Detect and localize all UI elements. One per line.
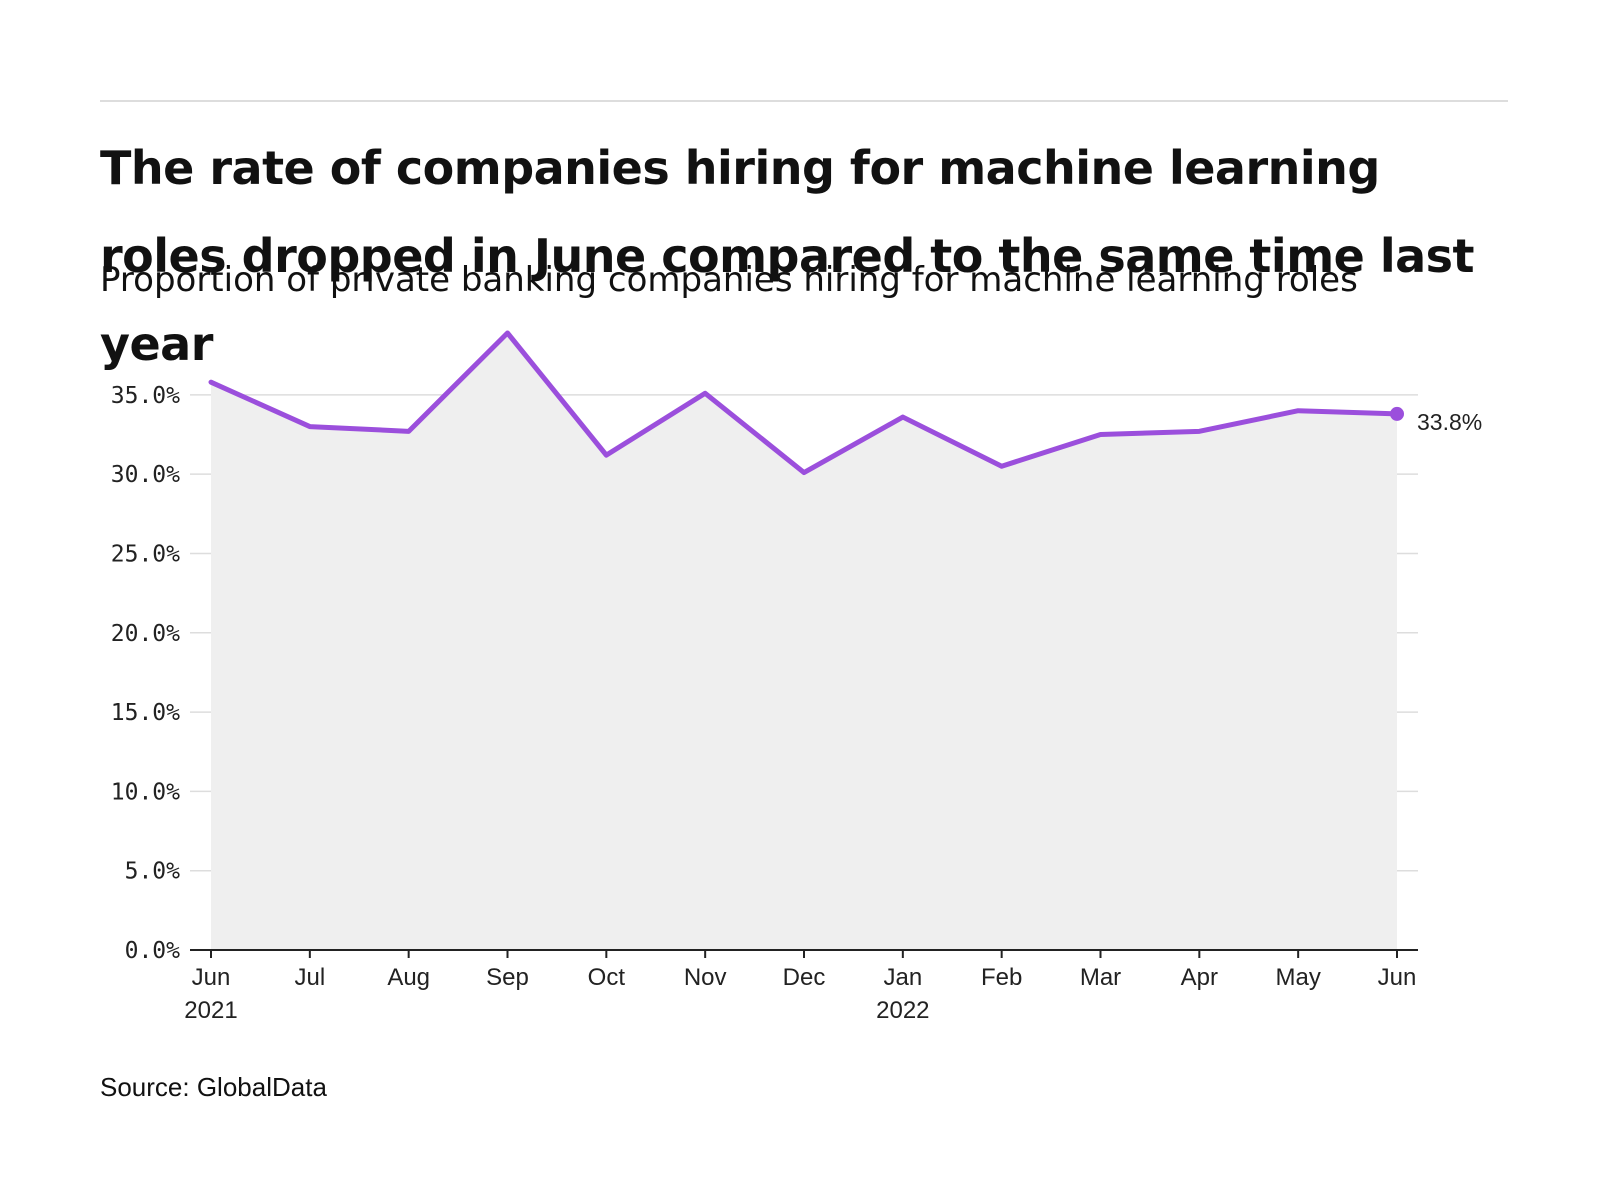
x-tick-year-label: 2022 (876, 997, 929, 1024)
area-fill (211, 333, 1397, 950)
x-tick-label: Mar (1080, 964, 1121, 991)
x-tick-label: Jun (1378, 964, 1417, 991)
y-tick-label: 0.0% (125, 938, 181, 964)
y-axis-ticks: 0.0% 5.0% 10.0% 15.0% 20.0% 25.0% 30.0% 35.0% (111, 383, 180, 964)
y-tick-label: 30.0% (111, 462, 180, 488)
x-tick-label: May (1275, 964, 1320, 991)
x-tick-label: Feb (981, 964, 1022, 991)
chart-subtitle: Proportion of private banking companies … (100, 260, 1358, 300)
x-tick-label: Aug (387, 964, 430, 991)
y-tick-label: 20.0% (111, 621, 180, 647)
data-points: 33.8% (1390, 406, 1482, 435)
x-tick-label: Sep (486, 964, 529, 991)
x-tick-label: Jun (192, 964, 231, 991)
x-tick-year-label: 2021 (184, 997, 237, 1024)
source-note: Source: GlobalData (100, 1072, 327, 1102)
x-tick-label: Apr (1181, 964, 1218, 991)
x-tick-label: Oct (588, 964, 626, 991)
y-tick-label: 10.0% (111, 779, 180, 805)
y-tick-label: 5.0% (125, 859, 181, 885)
x-tick-label: Dec (783, 964, 826, 991)
series-line (208, 330, 1400, 476)
top-rule (100, 100, 1508, 102)
y-tick-label: 25.0% (111, 541, 180, 567)
x-axis-ticks: Jun 2021 Jul Aug Sep Oct Nov Dec Jan 2022 Feb Mar Ap… (184, 950, 1416, 1024)
y-tick-label: 35.0% (111, 383, 180, 409)
x-tick-label: Jul (294, 964, 325, 991)
x-tick-label: Jan (883, 964, 922, 991)
y-tick-label: 15.0% (111, 700, 180, 726)
chart-title: The rate of companies hiring for machine… (100, 141, 1475, 371)
x-tick-label: Nov (684, 964, 727, 991)
end-value-label: 33.8% (1417, 409, 1482, 435)
end-point (1390, 406, 1404, 421)
